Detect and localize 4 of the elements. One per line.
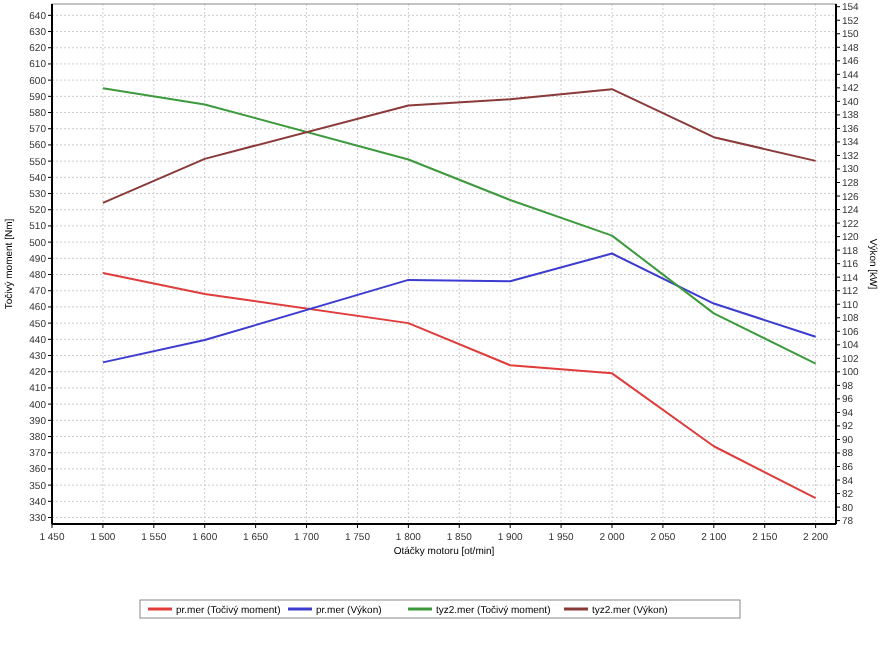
line-series bbox=[101, 88, 817, 204]
line-series bbox=[101, 87, 817, 365]
line-series bbox=[101, 252, 817, 364]
line-series bbox=[101, 271, 817, 500]
